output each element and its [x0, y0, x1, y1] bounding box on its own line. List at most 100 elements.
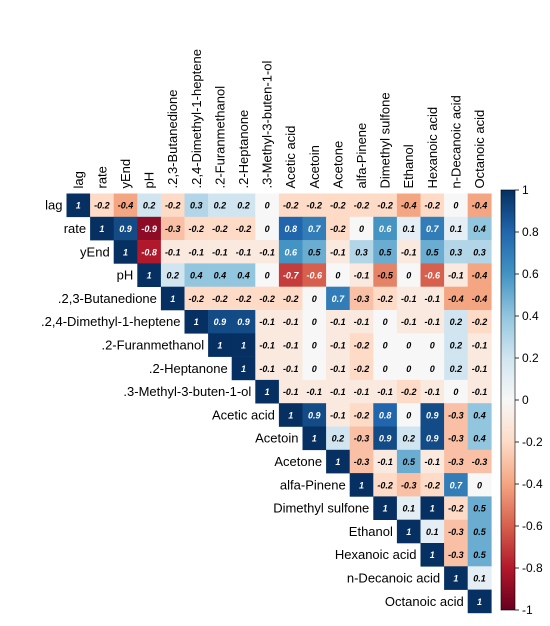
heatmap-cell — [396, 379, 421, 404]
cell-value-label: -0.1 — [259, 317, 275, 327]
heatmap-cell — [231, 240, 256, 264]
cell-value-label: -0.2 — [259, 294, 275, 304]
heatmap-cell — [396, 496, 421, 520]
heatmap-cell — [444, 426, 468, 451]
heatmap-cell — [113, 193, 138, 218]
heatmap-cell — [326, 193, 350, 218]
colorbar-ticks: 1 0.8 0.6 0.4 0.2 0 -0.2 -0.4 -0.6 -0.8 -1 — [515, 183, 543, 617]
heatmap-cell — [373, 240, 398, 264]
cell-value-label: 1 — [241, 340, 246, 350]
cell-value-label: 0 — [265, 271, 270, 281]
cell-value-label: -0.2 — [189, 224, 205, 234]
heatmap-cell — [420, 403, 445, 427]
heatmap-cell — [255, 356, 280, 381]
cell-value-label: -0.1 — [401, 294, 417, 304]
row-label-2-3-butanedione: .2,3-Butanedione — [58, 291, 157, 306]
cell-value-label: -0.4 — [472, 201, 488, 211]
column-label-2-heptanone: .2-Heptanone — [236, 110, 251, 189]
cell-value-label: 1 — [453, 573, 458, 583]
cell-value-label: -0.1 — [425, 317, 441, 327]
heatmap-cell — [326, 379, 350, 404]
heatmap-cell — [208, 263, 232, 287]
heatmap-cell — [255, 216, 280, 241]
cell-value-label: -0.3 — [354, 434, 370, 444]
cell-value-label: -0.1 — [330, 317, 346, 327]
cell-value-label: -0.2 — [236, 294, 252, 304]
cell-value-label: 0.3 — [473, 247, 486, 257]
heatmap-cell — [160, 240, 185, 264]
heatmap-cell — [278, 263, 303, 287]
cell-value-label: 0.8 — [284, 224, 297, 234]
cell-value-label: -0.1 — [330, 364, 346, 374]
heatmap-cell — [160, 216, 185, 241]
cell-value-label: -0.1 — [354, 387, 370, 397]
heatmap-cell — [349, 216, 374, 241]
cell-value-label: 0 — [406, 410, 411, 420]
heatmap-cell — [467, 333, 492, 357]
cell-value-label: 0.4 — [214, 271, 227, 281]
heatmap-cell — [302, 333, 327, 357]
row-label-ph: pH — [117, 268, 134, 283]
column-label-2-3-butanedione: .2,3-Butanedione — [165, 89, 180, 188]
cell-value-label: 0.9 — [237, 317, 250, 327]
cell-value-label: 0.1 — [473, 573, 486, 583]
cell-value-label: -0.1 — [283, 387, 299, 397]
cell-value-label: -0.3 — [448, 457, 464, 467]
heatmap-cell — [255, 310, 280, 334]
heatmap-cell — [113, 216, 138, 241]
row-label-dimethyl-sulfone: Dimethyl sulfone — [273, 501, 369, 516]
cell-value-label: 1 — [383, 504, 388, 514]
colorbar-tick-label: 1 — [522, 183, 529, 197]
heatmap-cell — [467, 519, 492, 544]
cell-value-label: 0.5 — [473, 550, 487, 560]
cell-value-label: 0.9 — [308, 410, 321, 420]
cell-value-label: 1 — [406, 527, 411, 537]
cell-value-label: 0.8 — [379, 410, 392, 420]
cell-value-label: 1 — [147, 271, 152, 281]
cell-value-label: -0.9 — [141, 224, 157, 234]
heatmap-cell — [326, 263, 350, 287]
cell-value-label: 0 — [406, 340, 411, 350]
cell-value-label: 0.4 — [473, 410, 486, 420]
heatmap-cell — [467, 240, 492, 264]
heatmap-cell — [396, 519, 421, 544]
heatmap-cell — [420, 310, 445, 334]
cell-value-label: -0.1 — [165, 247, 181, 257]
heatmap-cell — [349, 310, 374, 334]
cell-value-label: 1 — [99, 224, 104, 234]
cell-value-label: 1 — [217, 340, 222, 350]
heatmap-cell — [373, 473, 398, 497]
heatmap-cell — [208, 240, 232, 264]
heatmap-cell — [160, 193, 185, 218]
cell-value-label: -0.2 — [165, 201, 181, 211]
cell-value-label: 0 — [359, 224, 364, 234]
heatmap-cell — [208, 193, 232, 218]
cell-value-label: -0.2 — [377, 480, 393, 490]
heatmap-cell — [373, 310, 398, 334]
colorbar-tick-label: 0.4 — [522, 309, 539, 323]
cell-value-label: -0.1 — [377, 387, 393, 397]
cell-value-label: -0.2 — [330, 201, 346, 211]
column-label-hexanoic-acid: Hexanoic acid — [425, 107, 440, 189]
row-label-acetic-acid: Acetic acid — [212, 407, 275, 422]
cell-value-label: -0.8 — [141, 247, 157, 257]
heatmap-cell — [420, 519, 445, 544]
heatmap-cell — [137, 216, 162, 241]
cell-value-label: -0.2 — [354, 410, 370, 420]
heatmap-cell — [184, 240, 209, 264]
heatmap-cell — [467, 356, 492, 381]
cell-value-label: 0.7 — [308, 224, 322, 234]
column-label-ph: pH — [142, 172, 157, 189]
cell-value-label: 0.9 — [119, 224, 132, 234]
heatmap-cell — [255, 240, 280, 264]
heatmap-cell — [326, 333, 350, 357]
cell-value-label: 0.1 — [402, 504, 415, 514]
cell-value-label: -0.3 — [448, 527, 464, 537]
heatmap-cell — [349, 449, 374, 474]
cell-value-label: 0.9 — [426, 434, 439, 444]
heatmap-cell — [302, 216, 327, 241]
heatmap-cell — [255, 193, 280, 218]
heatmap-cell — [444, 566, 468, 590]
heatmap-cell — [349, 356, 374, 381]
cell-value-label: -0.6 — [425, 271, 442, 281]
